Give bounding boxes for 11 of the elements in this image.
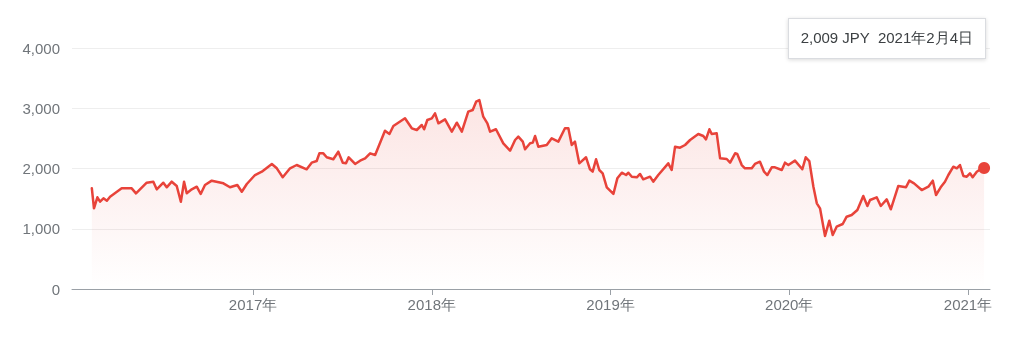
- y-tick-label: 1,000: [22, 220, 60, 238]
- x-tick-label: 2021年: [943, 296, 993, 313]
- x-tick-label: 2018年: [407, 296, 456, 313]
- y-tick-label: 0: [51, 280, 60, 298]
- x-tick-label: 2019年: [586, 296, 635, 313]
- y-tick-label: 2,000: [22, 160, 60, 177]
- y-tick-label: 3,000: [22, 99, 60, 117]
- x-tick-label: 2017年: [228, 296, 278, 313]
- y-tick-label: 4,000: [22, 39, 60, 57]
- x-tick-label: 2020年: [765, 296, 814, 313]
- text: 2,009 JPY 2021年2月4日: [787, 18, 986, 59]
